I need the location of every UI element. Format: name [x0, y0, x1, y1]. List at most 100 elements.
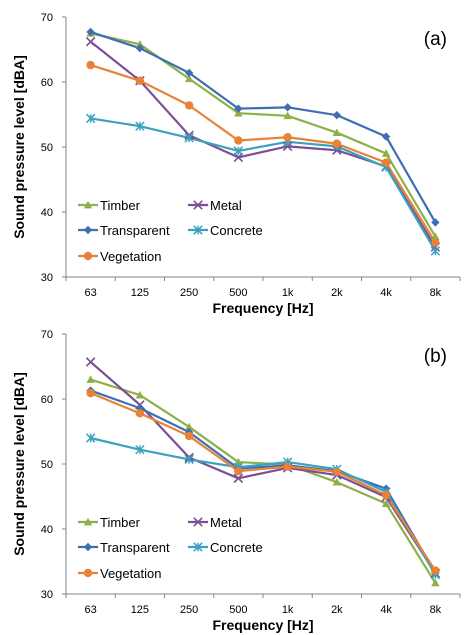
data-point-vegetation	[283, 133, 292, 142]
y-tick-label: 30	[41, 589, 53, 601]
x-tick-label: 1k	[282, 604, 294, 616]
data-point-timber	[234, 457, 243, 466]
y-axis-title: Sound pressure level [dBA]	[11, 55, 27, 239]
data-point-transparent	[135, 44, 145, 53]
data-point-concrete	[184, 454, 194, 465]
x-tick-label: 500	[229, 287, 247, 299]
legend-item-metal: Metal	[188, 198, 242, 213]
y-tick-label: 50	[41, 142, 53, 154]
x-tick-label: 125	[131, 604, 149, 616]
series-line-metal	[89, 361, 437, 574]
series-line-vegetation	[90, 64, 437, 244]
legend-swatch-marker	[193, 542, 203, 552]
data-point-concrete	[85, 433, 96, 443]
data-point-timber	[332, 128, 342, 137]
data-point-vegetation	[332, 139, 342, 148]
data-point-vegetation	[283, 462, 292, 471]
series-line-transparent	[90, 30, 437, 223]
series-line-timber	[90, 32, 437, 238]
x-tick-label: 63	[85, 287, 97, 299]
data-point-concrete	[135, 121, 145, 131]
legend-item-timber: Timber	[78, 198, 141, 213]
legend-item-vegetation: Vegetation	[78, 566, 161, 581]
data-point-concrete	[233, 146, 244, 156]
data-point-metal	[85, 357, 96, 367]
legend-label: Transparent	[100, 223, 170, 238]
y-tick-label: 40	[41, 207, 53, 219]
data-point-timber	[332, 478, 342, 486]
y-tick-label: 60	[41, 394, 53, 406]
data-point-metal	[233, 473, 244, 484]
data-point-vegetation	[234, 466, 243, 476]
y-tick-label: 40	[41, 524, 53, 536]
series-line-concrete	[90, 117, 437, 252]
x-axis-title: Frequency [Hz]	[212, 617, 313, 633]
legend-label: Metal	[210, 515, 242, 530]
legend-item-concrete: Concrete	[188, 540, 263, 555]
legend-swatch-marker	[83, 542, 93, 552]
series-line-vegetation	[90, 392, 437, 572]
data-point-timber	[184, 422, 194, 431]
data-point-metal	[85, 36, 96, 47]
series-line-transparent	[90, 389, 437, 574]
panel-label: (b)	[424, 346, 447, 367]
panel-label: (a)	[424, 29, 447, 50]
series-line-concrete	[90, 436, 437, 576]
y-tick-label: 30	[41, 272, 53, 284]
chart-panel-a: 30 40 50 60 70 63 125 250 500 1k 2k 4k 8k Frequency […	[11, 12, 461, 316]
data-point-timber	[86, 375, 95, 383]
data-point-concrete	[430, 246, 441, 256]
legend-swatch-marker	[83, 225, 93, 235]
x-tick-label: 4k	[380, 604, 392, 616]
x-tick-label: 500	[229, 604, 247, 616]
data-point-transparent	[283, 103, 292, 112]
legend-label: Timber	[100, 515, 141, 530]
legend-swatch-marker	[83, 200, 93, 209]
legend-swatch-marker	[193, 225, 203, 235]
legend-item-transparent: Transparent	[78, 223, 170, 238]
x-tick-label: 250	[180, 287, 198, 299]
data-point-transparent	[381, 132, 391, 141]
data-point-transparent	[332, 110, 342, 120]
data-point-timber	[283, 111, 292, 120]
x-tick-label: 125	[131, 287, 149, 299]
legend-item-transparent: Transparent	[78, 540, 170, 555]
data-point-concrete	[184, 133, 194, 143]
data-point-vegetation	[86, 388, 95, 398]
data-point-vegetation	[431, 238, 440, 247]
legend-item-timber: Timber	[78, 515, 141, 530]
data-point-transparent	[184, 68, 194, 78]
chart-panel-b: 30 40 50 60 70 63 125 250 500 1k 2k 4k 8k Frequency […	[11, 329, 461, 633]
legend-swatch-marker	[193, 517, 203, 527]
data-point-vegetation	[381, 158, 391, 167]
y-tick-label: 60	[41, 77, 53, 89]
legend-label: Vegetation	[100, 249, 161, 264]
data-point-timber	[431, 232, 440, 241]
data-point-timber	[184, 74, 194, 83]
x-axis-title: Frequency [Hz]	[212, 300, 313, 316]
legend-label: Metal	[210, 198, 242, 213]
y-axis-title: Sound pressure level [dBA]	[11, 372, 27, 556]
data-point-concrete	[135, 444, 145, 455]
x-tick-label: 8k	[430, 604, 442, 616]
series-line-metal	[89, 40, 437, 248]
legend-swatch-marker	[83, 568, 93, 578]
data-point-vegetation	[332, 467, 342, 476]
legend-label: Transparent	[100, 540, 170, 555]
data-point-vegetation	[135, 409, 145, 418]
x-tick-label: 8k	[430, 287, 442, 299]
x-tick-label: 1k	[282, 287, 294, 299]
y-tick-label: 70	[41, 329, 53, 341]
legend-item-concrete: Concrete	[188, 223, 263, 238]
data-point-vegetation	[431, 566, 440, 575]
legend-label: Concrete	[210, 223, 263, 238]
data-point-timber	[381, 499, 391, 508]
data-point-transparent	[431, 218, 440, 227]
x-tick-label: 4k	[380, 287, 392, 299]
legend-swatch-marker	[83, 251, 93, 261]
legend-label: Concrete	[210, 540, 263, 555]
x-tick-label: 250	[180, 604, 198, 616]
data-point-transparent	[86, 27, 95, 37]
legend-label: Timber	[100, 198, 141, 213]
legend-swatch-marker	[83, 517, 93, 526]
